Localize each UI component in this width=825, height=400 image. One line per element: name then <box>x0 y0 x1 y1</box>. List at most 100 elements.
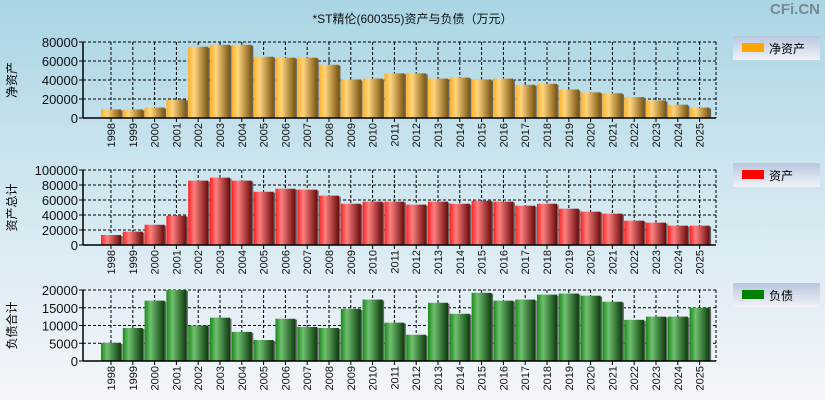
x-tick-label: 2015 <box>477 123 489 147</box>
x-tick-label: 2003 <box>215 123 227 147</box>
y-tick-label: 0 <box>71 354 78 369</box>
x-tick-label: 2017 <box>520 250 532 274</box>
x-tick-label: 2004 <box>237 123 249 147</box>
legend-label: 负债 <box>769 289 794 303</box>
bar-2002 <box>188 46 209 118</box>
bar-2018 <box>537 294 557 361</box>
x-tick-label: 2008 <box>324 366 336 390</box>
y-tick-label: 20000 <box>42 92 78 107</box>
x-tick-label: 2001 <box>171 250 183 274</box>
bar-2006 <box>275 188 296 245</box>
x-tick-label: 2001 <box>171 366 183 390</box>
bar-2006 <box>275 57 296 118</box>
x-tick-label: 1999 <box>128 366 140 390</box>
bar-2003 <box>210 177 230 245</box>
x-tick-label: 2014 <box>455 250 467 274</box>
x-tick-label: 2023 <box>651 366 663 390</box>
bar-2025 <box>689 307 710 361</box>
x-tick-label: 1998 <box>106 366 118 390</box>
x-tick-label: 2005 <box>259 366 271 390</box>
x-tick-label: 2002 <box>193 366 205 390</box>
bar-2000 <box>144 300 165 361</box>
x-tick-label: 2025 <box>695 123 707 147</box>
bar-2020 <box>580 211 601 245</box>
x-tick-label: 2015 <box>477 366 489 390</box>
legend-label: 净资产 <box>769 42 806 56</box>
legend-swatch <box>742 43 764 52</box>
bar-2001 <box>166 290 187 361</box>
bar-2014 <box>449 313 470 361</box>
x-tick-label: 2011 <box>389 250 401 274</box>
bar-2022 <box>624 97 645 118</box>
x-tick-label: 2013 <box>433 366 445 390</box>
bar-2012 <box>406 334 427 361</box>
bar-2018 <box>537 203 557 245</box>
x-tick-label: 2010 <box>368 123 380 147</box>
bar-2009 <box>340 203 361 245</box>
x-tick-label: 2008 <box>324 250 336 274</box>
x-tick-label: 2018 <box>542 123 554 147</box>
x-tick-label: 1999 <box>128 123 140 147</box>
x-tick-label: 2000 <box>150 366 162 390</box>
legend-swatch <box>742 170 764 179</box>
bar-2017 <box>515 205 536 245</box>
x-tick-label: 2008 <box>324 123 336 147</box>
x-tick-label: 2020 <box>586 250 598 274</box>
bar-2017 <box>515 299 536 361</box>
bar-2019 <box>558 89 579 118</box>
x-tick-label: 2009 <box>346 250 358 274</box>
bar-2020 <box>580 92 601 118</box>
y-tick-label: 60000 <box>42 193 78 208</box>
bar-2016 <box>493 78 514 118</box>
y-axis-label: 净资产 <box>5 62 19 98</box>
x-tick-label: 2000 <box>150 250 162 274</box>
y-tick-label: 0 <box>71 111 78 126</box>
bar-2023 <box>646 316 666 361</box>
x-tick-label: 2006 <box>280 366 292 390</box>
bar-2000 <box>144 224 165 245</box>
bar-2015 <box>471 79 492 118</box>
bar-2020 <box>580 295 601 361</box>
bar-2009 <box>340 79 361 118</box>
x-tick-label: 2002 <box>193 123 205 147</box>
bar-2013 <box>428 78 448 118</box>
y-axis-label: 资产总计 <box>5 183 19 231</box>
y-tick-label: 100000 <box>35 163 78 178</box>
bar-2025 <box>689 107 710 118</box>
legend-net-assets: 净资产 <box>733 36 820 60</box>
y-tick-label: 10000 <box>42 319 78 334</box>
x-tick-label: 2000 <box>150 123 162 147</box>
bar-2013 <box>428 201 448 245</box>
bar-2016 <box>493 300 514 361</box>
bar-2012 <box>406 73 427 118</box>
bar-2004 <box>231 180 252 245</box>
bar-2022 <box>624 319 645 361</box>
bar-2015 <box>471 200 492 245</box>
x-tick-label: 2015 <box>477 250 489 274</box>
x-tick-label: 2017 <box>520 366 532 390</box>
x-tick-label: 2020 <box>586 366 598 390</box>
brand-logo: CFi.CN <box>770 1 820 18</box>
x-tick-label: 2021 <box>607 123 619 147</box>
x-tick-label: 2022 <box>629 250 641 274</box>
x-tick-label: 2013 <box>433 123 445 147</box>
x-tick-label: 2025 <box>695 366 707 390</box>
y-tick-label: 20000 <box>42 283 78 298</box>
x-tick-label: 2001 <box>171 123 183 147</box>
x-tick-label: 2012 <box>411 366 423 390</box>
y-tick-label: 0 <box>71 238 78 253</box>
x-tick-label: 2017 <box>520 123 532 147</box>
bar-2024 <box>667 225 688 245</box>
x-tick-label: 2021 <box>607 366 619 390</box>
bar-2024 <box>667 316 688 361</box>
x-tick-label: 2018 <box>542 366 554 390</box>
bar-2005 <box>253 191 274 245</box>
x-tick-label: 2012 <box>411 123 423 147</box>
y-axis-label: 负债合计 <box>4 301 19 349</box>
bar-2024 <box>667 104 688 118</box>
bar-2013 <box>428 302 448 361</box>
y-tick-label: 40000 <box>42 208 78 223</box>
bar-2004 <box>231 331 252 361</box>
bar-2025 <box>689 225 710 245</box>
x-tick-label: 2003 <box>215 366 227 390</box>
